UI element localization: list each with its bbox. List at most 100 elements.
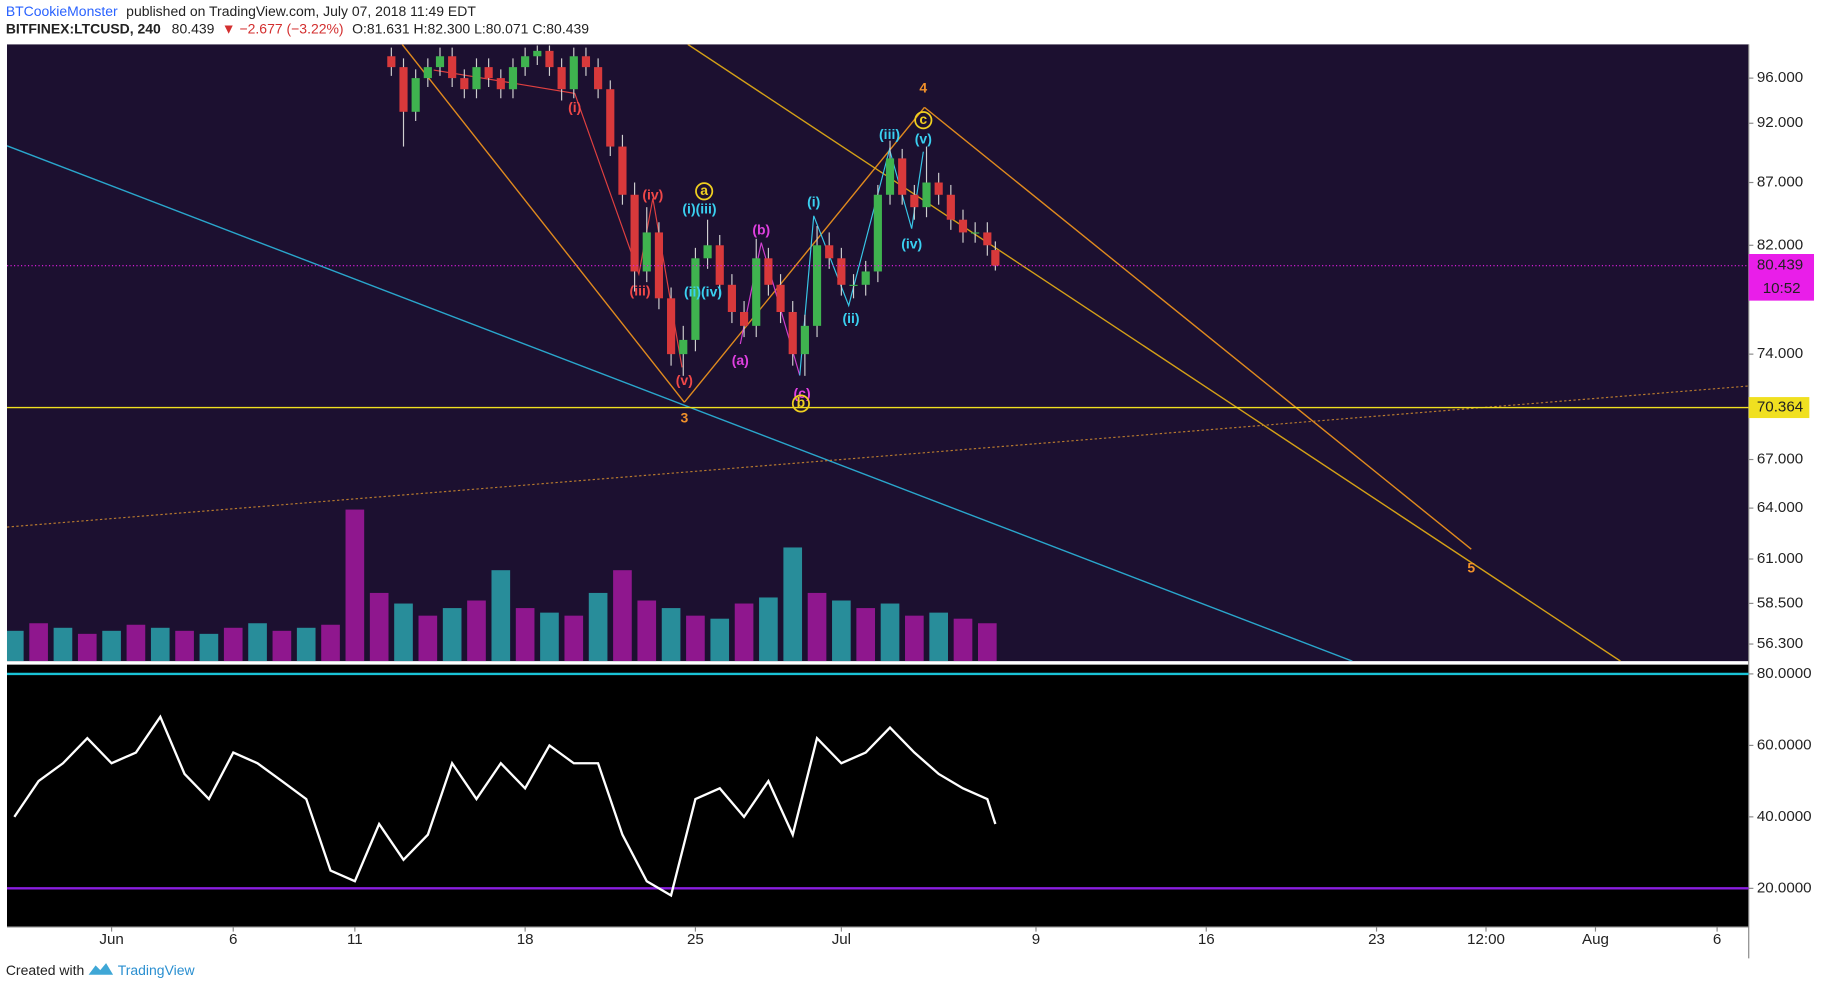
price-tag-label: 70.364 [1757, 399, 1803, 416]
volume-bar [613, 570, 632, 662]
volume-bar [442, 608, 462, 662]
volume-bar [175, 630, 194, 662]
trend-line [6, 145, 1353, 662]
candle-body [460, 78, 469, 90]
volume-bar [467, 600, 486, 662]
candle-body [922, 182, 931, 208]
y-tick-label: 80.0000 [1757, 665, 1812, 682]
volume-bar [977, 623, 997, 662]
quote-line: BITFINEX:LTCUSD, 240 80.439 ▼ −2.677 (−3… [6, 20, 589, 36]
wave-label: (iv) [901, 236, 922, 252]
axes: Jun 6 11 18 25 Jul 9 16 23 12:00 Aug 6 96.000 92.000 8… [99, 69, 1815, 948]
wave-label: 3 [680, 409, 688, 425]
volume-bar [223, 627, 243, 662]
candle-body [983, 232, 992, 246]
volume-bar [150, 627, 170, 662]
wave-line [924, 106, 1472, 550]
last-price-tag [1748, 254, 1815, 301]
candle-body [618, 146, 627, 195]
x-tick-label: Jun [99, 931, 123, 948]
countdown: 10:52 [1763, 280, 1801, 297]
wave-label: (ii)(iv) [684, 283, 722, 299]
volume-bar [491, 570, 511, 662]
footer-brand[interactable]: TradingView [118, 962, 196, 978]
main-pane [6, 44, 1749, 662]
candle-body [991, 250, 1000, 266]
wave-label: a [700, 182, 708, 198]
change: ▼ −2.677 (−3.22%) [222, 20, 344, 36]
wave-label: (i) [807, 194, 820, 210]
volume-bar [637, 600, 657, 662]
volume-bar [272, 630, 292, 662]
candle-body [910, 194, 919, 208]
volume-bar [418, 615, 438, 662]
x-tick-label: 6 [229, 931, 237, 948]
candle-body [508, 67, 518, 90]
volume-bar [759, 597, 778, 662]
wave-circle [914, 111, 933, 130]
y-tick-label: 67.000 [1757, 451, 1803, 468]
volume-bar [102, 630, 121, 662]
candle-body [691, 258, 700, 340]
wave-label: (iv) [642, 187, 663, 203]
footer-created: Created with [6, 962, 84, 978]
author-link[interactable]: BTCookieMonster [6, 2, 118, 18]
candle-body [654, 232, 664, 299]
volume-bar [369, 592, 389, 662]
ohlc: O:81.631 H:82.300 L:80.071 C:80.439 [352, 20, 589, 36]
candle-body [752, 258, 761, 326]
wave-line [401, 44, 685, 403]
x-tick-label: 25 [687, 931, 704, 948]
volume-bar [710, 618, 730, 662]
wave-circle [695, 182, 714, 201]
volume-bar [564, 615, 584, 662]
logo [88, 963, 114, 975]
wave-label: (a) [732, 352, 749, 368]
candle-body [399, 67, 408, 112]
y-tick-label: 61.000 [1757, 550, 1803, 567]
x-tick-label: 6 [1713, 931, 1721, 948]
dotted-trend [6, 385, 1749, 528]
y-tick-label: 82.000 [1757, 236, 1803, 253]
y-tick-label: 20.0000 [1757, 879, 1812, 896]
wave-line [683, 106, 926, 403]
wave-label: (iii) [879, 126, 900, 142]
y-tick-label: 92.000 [1757, 114, 1803, 131]
volume-bar [880, 603, 900, 662]
candle-body [448, 56, 457, 79]
wave-label: b [797, 394, 806, 410]
volume-bar [832, 600, 851, 662]
candle-body [521, 56, 530, 68]
wave-label: 5 [1467, 560, 1475, 576]
candle-body [630, 194, 639, 272]
wave-label: 4 [919, 79, 927, 95]
wave-label: (iii) [630, 282, 651, 298]
candle-body [873, 194, 882, 272]
volume-bar [515, 608, 535, 662]
volume-bar [394, 603, 413, 662]
candle-body [594, 67, 603, 90]
header-line: BTCookieMonster published on TradingView… [6, 2, 477, 18]
candle-body [496, 78, 505, 90]
candle-body [387, 56, 396, 68]
volume-bar [905, 615, 924, 662]
x-tick-label: 9 [1032, 931, 1040, 948]
candle-body [715, 245, 724, 285]
wave-line [799, 147, 924, 376]
candle-body [739, 311, 749, 326]
wave-label: (ii) [843, 310, 860, 326]
candle-body [411, 78, 420, 112]
candle-body [788, 311, 797, 355]
candle-body [533, 50, 542, 57]
rsi-pane [6, 664, 1749, 927]
wave-label: (v) [676, 372, 693, 388]
volume-bar [661, 608, 681, 662]
candle-body [861, 271, 870, 285]
y-tick-label: 56.300 [1757, 635, 1803, 652]
candle-body [849, 284, 858, 286]
x-tick-label: Jul [832, 931, 851, 948]
last-price-label: 80.439 [1757, 257, 1803, 274]
wave-label: (v) [915, 131, 932, 147]
